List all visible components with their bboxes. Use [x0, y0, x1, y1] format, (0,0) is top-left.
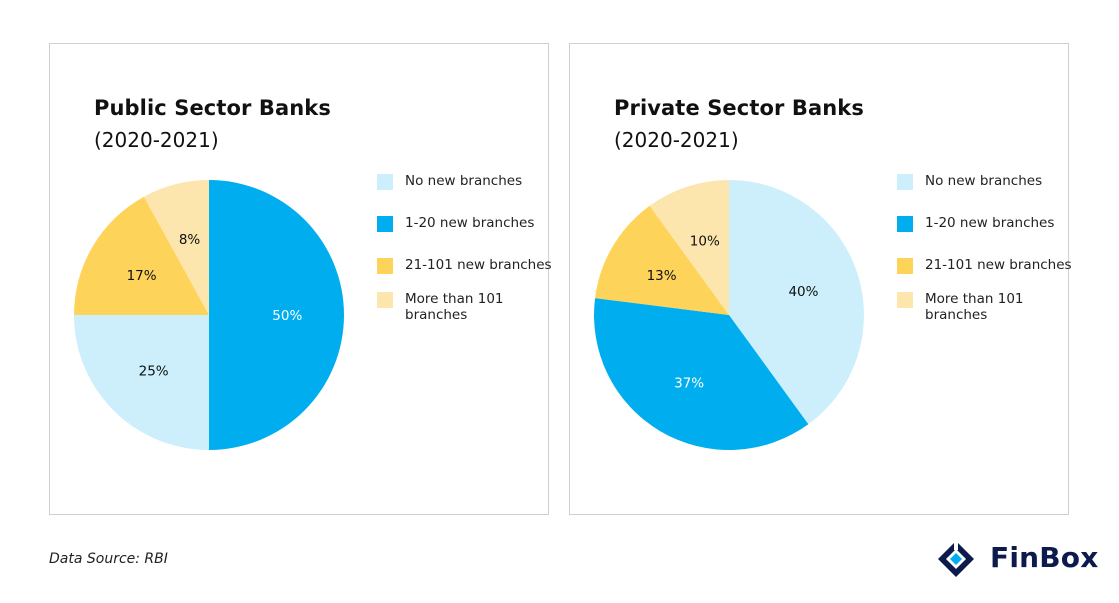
slice-value-label: 10% [690, 234, 720, 250]
data-source-note: Data Source: RBI [49, 551, 168, 567]
finbox-logo-icon [938, 540, 974, 577]
public-sector-pie: 50% 25% 17% 8% [74, 180, 344, 450]
chart-subtitle: (2020-2021) [94, 128, 219, 152]
legend-swatch [897, 216, 913, 232]
pie-slice [594, 298, 809, 450]
legend-label: No new branches [925, 173, 1043, 189]
chart-title: Public Sector Banks [94, 96, 331, 120]
pie-slice [729, 180, 864, 425]
legend-label: 1-20 new branches [925, 215, 1055, 231]
legend-swatch [377, 258, 393, 274]
chart-subtitle: (2020-2021) [614, 128, 739, 152]
legend-swatch [377, 174, 393, 190]
private-sector-panel: Private Sector Banks (2020-2021) 40% 37% 1… [569, 43, 1072, 515]
brand-name: FinBox [990, 541, 1099, 574]
legend-label: No new branches [405, 173, 523, 189]
pie-slice [649, 180, 729, 315]
slice-value-label: 50% [272, 308, 302, 324]
chart-title: Private Sector Banks [614, 96, 864, 120]
legend-swatch [377, 216, 393, 232]
private-sector-pie: 40% 37% 13% 10% [594, 180, 864, 450]
slice-value-label: 40% [788, 284, 818, 300]
slice-value-label: 17% [127, 268, 157, 284]
slice-value-label: 25% [139, 363, 169, 379]
slice-value-label: 8% [179, 232, 201, 248]
slice-value-label: 37% [674, 375, 704, 391]
pie-slice [143, 180, 209, 315]
public-sector-panel: Public Sector Banks (2020-2021) 50% 25% 17… [49, 43, 552, 515]
legend-swatch [377, 292, 393, 308]
legend-swatch [897, 258, 913, 274]
legend-label: More than 101 branches [405, 291, 504, 323]
pie-slice [595, 205, 729, 315]
legend-swatch [897, 292, 913, 308]
legend-swatch [897, 174, 913, 190]
pie-slice [74, 196, 209, 315]
pie-slice [209, 180, 344, 450]
pie-slice [74, 315, 209, 450]
legend-label: 21-101 new branches [405, 257, 552, 273]
legend-label: 1-20 new branches [405, 215, 535, 231]
slice-value-label: 13% [647, 268, 677, 284]
legend-label: More than 101 branches [925, 291, 1024, 323]
legend-label: 21-101 new branches [925, 257, 1072, 273]
